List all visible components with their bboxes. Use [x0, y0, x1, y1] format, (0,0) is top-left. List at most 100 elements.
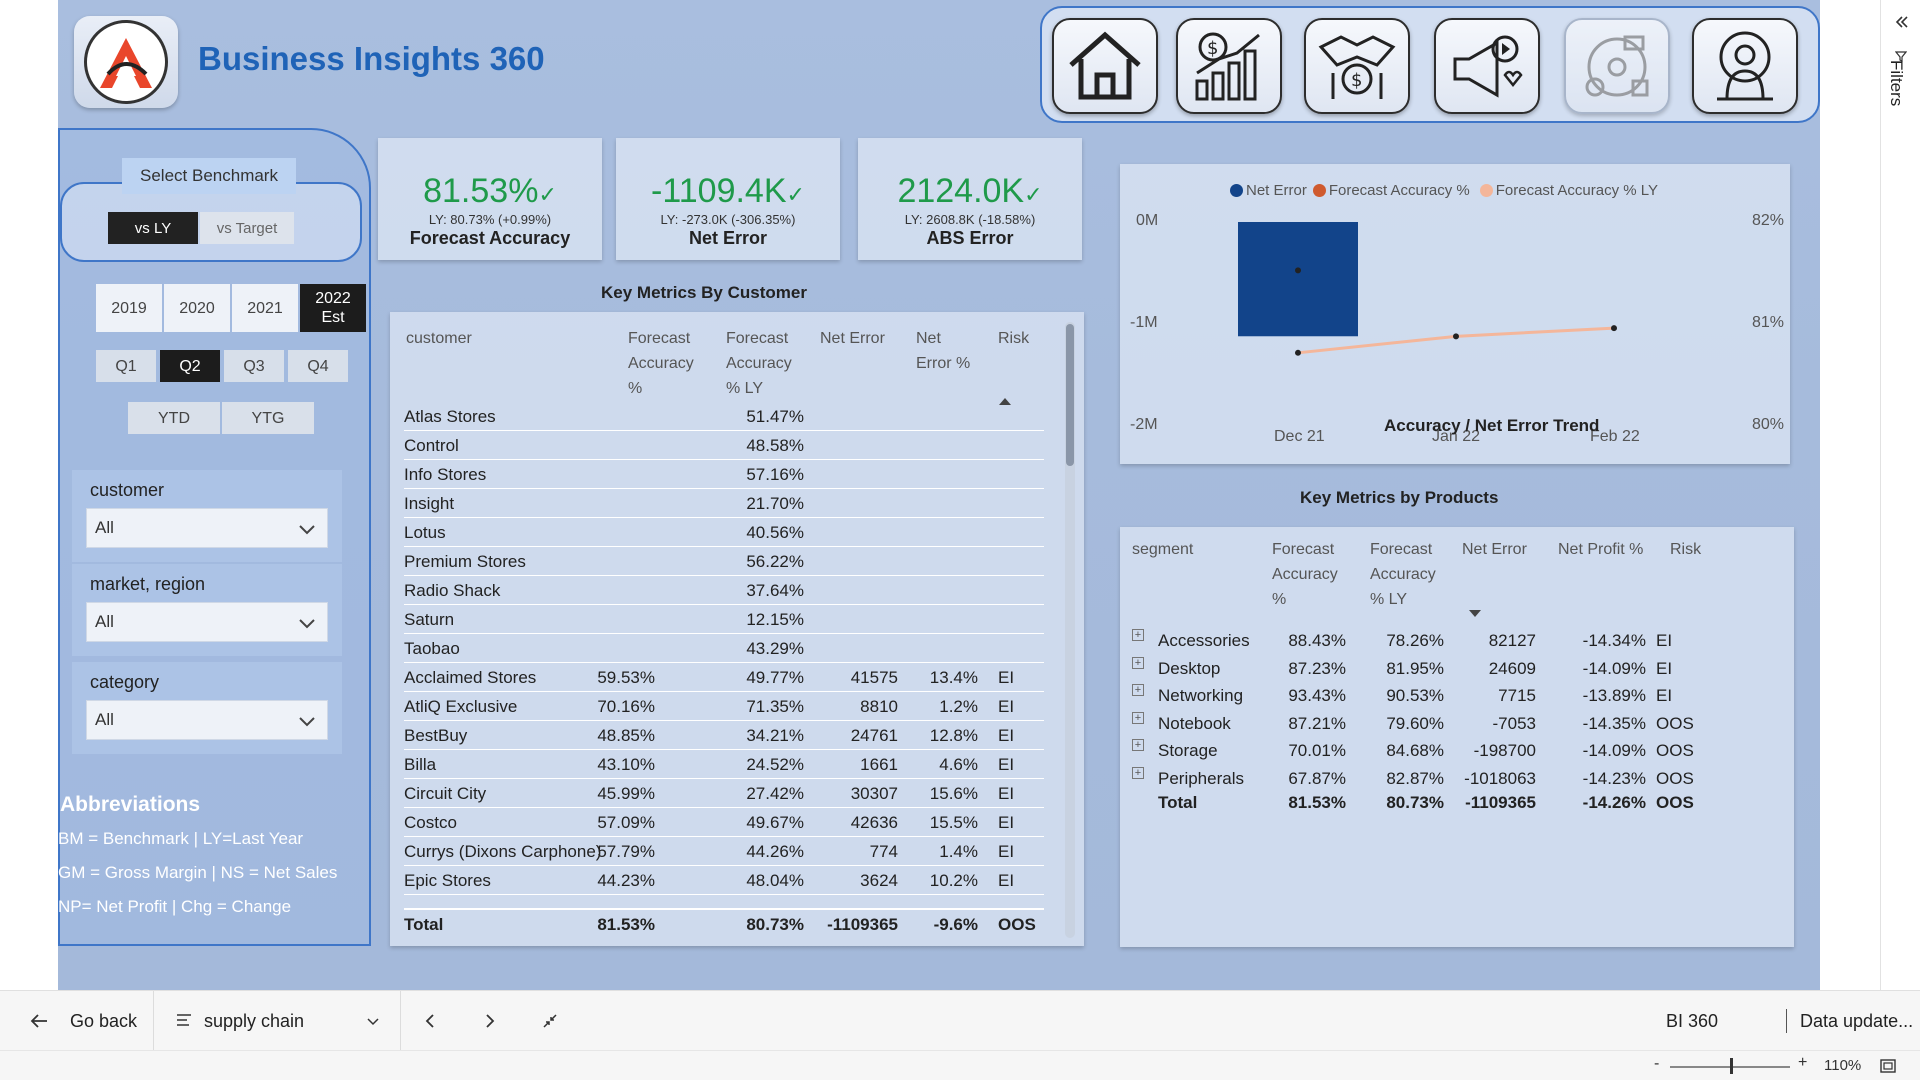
table-cell: BestBuy — [404, 726, 467, 746]
table-row[interactable]: Premium Stores 56.22% — [404, 547, 1044, 576]
column-header-forecast-accuracy[interactable]: Forecast Accuracy% — [628, 326, 694, 401]
table-row[interactable]: Info Stores 57.16% — [404, 460, 1044, 489]
table-cell: 1.4% — [939, 842, 978, 862]
forecast-accuracy-ly-point[interactable] — [1453, 333, 1459, 339]
zoom-in-button[interactable]: + — [1798, 1054, 1807, 1072]
column-header-risk[interactable]: Risk — [1670, 537, 1701, 562]
abbreviations-title: Abbreviations — [60, 793, 200, 817]
products-table-title: Key Metrics by Products — [1300, 488, 1498, 508]
slicer-panel: Select Benchmark vs LY vs Target 2019 20… — [58, 128, 371, 946]
quarter-q2-button[interactable]: Q2 — [160, 350, 220, 382]
zoom-slider-handle[interactable] — [1730, 1058, 1733, 1074]
column-header-forecast-accuracy[interactable]: Forecast Accuracy% — [1272, 537, 1338, 612]
nav-supply-chain-button[interactable] — [1564, 18, 1670, 114]
market-region-filter-dropdown[interactable]: All — [86, 602, 328, 642]
column-header-forecast-accuracy-ly[interactable]: Forecast Accuracy% LY — [1370, 537, 1436, 612]
table-row[interactable]: Taobao 43.29% — [404, 634, 1044, 663]
year-2022-est-button[interactable]: 2022 Est — [300, 284, 366, 332]
exit-fullscreen-icon[interactable] — [542, 1013, 558, 1029]
benchmark-vs-target-button[interactable]: vs Target — [200, 212, 294, 244]
category-filter-dropdown[interactable]: All — [86, 700, 328, 740]
column-header-customer[interactable]: customer — [406, 326, 472, 351]
expand-plus-icon[interactable]: + — [1132, 684, 1144, 696]
table-row[interactable]: Circuit City 45.99% 27.42% 30307 15.6% EI — [404, 779, 1044, 808]
table-row[interactable]: Saturn 12.15% — [404, 605, 1044, 634]
table-row[interactable]: Lotus 40.56% — [404, 518, 1044, 547]
table-row[interactable]: Currys (Dixons Carphone) 57.79% 44.26% 774 1… — [404, 837, 1044, 866]
column-header-forecast-accuracy-ly[interactable]: Forecast Accuracy% LY — [726, 326, 792, 401]
go-back-button[interactable]: Go back — [70, 1011, 137, 1032]
forecast-accuracy-ly-point[interactable] — [1611, 325, 1617, 331]
table-row[interactable]: Atlas Stores 51.47% — [404, 402, 1044, 431]
table-row[interactable]: BestBuy 48.85% 34.21% 24761 12.8% EI — [404, 721, 1044, 750]
nav-finance-button[interactable]: $ — [1176, 18, 1282, 114]
quarter-q3-button[interactable]: Q3 — [224, 350, 284, 382]
next-page-icon[interactable] — [484, 1013, 496, 1029]
nav-home-button[interactable] — [1052, 18, 1158, 114]
net-error-bar[interactable] — [1238, 222, 1358, 336]
table-row[interactable]: + Storage 70.01% 84.68% -198700 -14.09% OOS — [1132, 737, 1772, 764]
market-region-filter-value: All — [95, 612, 114, 632]
table-row[interactable]: + Accessories 88.43% 78.26% 82127 -14.34% EI — [1132, 627, 1772, 654]
period-ytd-button[interactable]: YTD — [128, 402, 220, 434]
period-ytg-button[interactable]: YTG — [222, 402, 314, 434]
table-row[interactable]: Radio Shack 37.64% — [404, 576, 1044, 605]
customer-filter-dropdown[interactable]: All — [86, 508, 328, 548]
forecast-accuracy-ly-point[interactable] — [1295, 350, 1301, 356]
nav-sales-button[interactable]: $ — [1304, 18, 1410, 114]
chevron-down-icon — [297, 519, 317, 539]
table-row[interactable]: + Notebook 87.21% 79.60% -7053 -14.35% OOS — [1132, 710, 1772, 737]
column-header-net-error[interactable]: Net Error — [820, 326, 885, 351]
column-header-net-error-percent[interactable]: Net Error % — [916, 326, 970, 376]
previous-page-icon[interactable] — [424, 1013, 436, 1029]
column-header-segment[interactable]: segment — [1132, 537, 1193, 562]
chevron-down-icon[interactable] — [366, 1017, 380, 1027]
table-row[interactable]: + Desktop 87.23% 81.95% 24609 -14.09% EI — [1132, 655, 1772, 682]
table-row[interactable]: Acclaimed Stores 59.53% 49.77% 41575 13.4% EI — [404, 663, 1044, 692]
data-update-status[interactable]: Data update... — [1800, 1011, 1913, 1032]
column-header-net-error[interactable]: Net Error — [1462, 537, 1527, 562]
expand-plus-icon[interactable]: + — [1132, 712, 1144, 724]
table-cell: 87.23% — [1288, 659, 1346, 679]
table-cell: Control — [404, 436, 459, 456]
quarter-q4-button[interactable]: Q4 — [288, 350, 348, 382]
table-row[interactable]: AtliQ Exclusive 70.16% 71.35% 8810 1.2% EI — [404, 692, 1044, 721]
forecast-accuracy-point[interactable] — [1295, 267, 1301, 273]
year-2021-button[interactable]: 2021 — [232, 284, 298, 332]
table-row[interactable]: Control 48.58% — [404, 431, 1044, 460]
quarter-q1-button[interactable]: Q1 — [96, 350, 156, 382]
table-row[interactable]: Costco 57.09% 49.67% 42636 15.5% EI — [404, 808, 1044, 837]
table-row[interactable]: Billa 43.10% 24.52% 1661 4.6% EI — [404, 750, 1044, 779]
expand-plus-icon[interactable]: + — [1132, 657, 1144, 669]
table-row[interactable]: Epic Stores 44.23% 48.04% 3624 10.2% EI — [404, 866, 1044, 895]
fit-to-page-icon[interactable] — [1880, 1059, 1896, 1073]
table-row[interactable]: + Networking 93.43% 90.53% 7715 -13.89% EI — [1132, 682, 1772, 709]
page-selector[interactable]: supply chain — [204, 1011, 304, 1032]
expand-plus-icon[interactable]: + — [1132, 767, 1144, 779]
kpi-ly: LY: -273.0K (-306.35%) — [616, 212, 840, 227]
table-cell: -13.89% — [1583, 686, 1646, 706]
table-cell: 43.29% — [746, 639, 804, 659]
expand-plus-icon[interactable]: + — [1132, 629, 1144, 641]
table-cell: -14.09% — [1583, 741, 1646, 761]
check-icon: ✓ — [538, 182, 556, 207]
sort-descending-icon[interactable] — [1468, 609, 1482, 619]
table-row[interactable]: Insight 21.70% — [404, 489, 1044, 518]
nav-marketing-button[interactable] — [1434, 18, 1540, 114]
table-cell: EI — [998, 726, 1014, 746]
collapse-left-icon[interactable] — [1893, 14, 1909, 30]
table-row[interactable]: + Peripherals 67.87% 82.87% -1018063 -14.23% O… — [1132, 765, 1772, 792]
arrow-left-icon[interactable] — [30, 1013, 48, 1029]
nav-executive-button[interactable] — [1692, 18, 1798, 114]
table-cell: 81.95% — [1386, 659, 1444, 679]
year-2020-button[interactable]: 2020 — [164, 284, 230, 332]
table-scrollbar-thumb[interactable] — [1066, 324, 1074, 466]
filters-pane-label[interactable]: Filters — [1886, 60, 1906, 106]
zoom-out-button[interactable]: - — [1654, 1055, 1659, 1073]
column-header-risk[interactable]: Risk — [998, 326, 1029, 351]
column-header-net-profit-percent[interactable]: Net Profit % — [1558, 537, 1643, 562]
year-2019-button[interactable]: 2019 — [96, 284, 162, 332]
expand-plus-icon[interactable]: + — [1132, 739, 1144, 751]
benchmark-vs-ly-button[interactable]: vs LY — [108, 212, 198, 244]
table-cell: EI — [1656, 686, 1672, 706]
